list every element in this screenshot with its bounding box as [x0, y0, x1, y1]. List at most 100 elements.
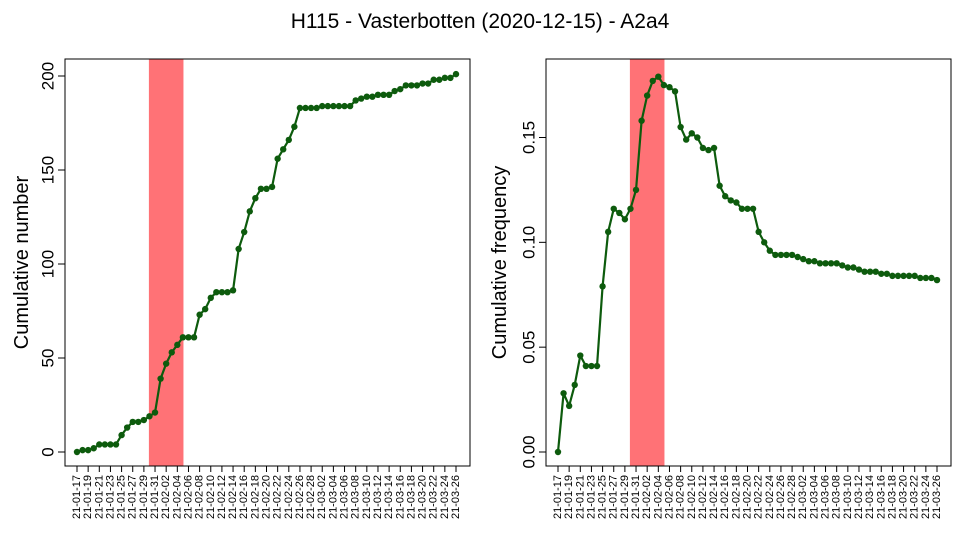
- data-point: [917, 274, 924, 282]
- x-tick-label: 21-01-25: [116, 475, 128, 519]
- data-point: [716, 182, 723, 189]
- data-point: [246, 208, 253, 215]
- data-point: [878, 270, 885, 277]
- data-point: [268, 183, 276, 191]
- data-point: [855, 266, 863, 273]
- data-point: [146, 413, 153, 420]
- x-tick-label: 21-02-28: [305, 475, 317, 519]
- data-point: [866, 268, 874, 275]
- data-point: [241, 228, 248, 236]
- data-point: [307, 104, 315, 112]
- x-tick-label: 21-02-10: [205, 475, 217, 519]
- x-tick-label: 21-02-14: [708, 475, 720, 519]
- x-tick-label: 21-03-18: [886, 475, 898, 519]
- data-point: [201, 305, 209, 313]
- x-tick-label: 21-02-24: [283, 475, 295, 519]
- data-point: [777, 251, 785, 259]
- data-point: [671, 88, 679, 95]
- data-point: [761, 239, 768, 246]
- x-tick-label: 21-02-02: [160, 475, 172, 519]
- data-point: [274, 155, 281, 162]
- data-point: [397, 85, 404, 93]
- x-tick-label: 21-01-17: [71, 475, 83, 519]
- data-point: [610, 205, 617, 212]
- data-point: [380, 91, 387, 99]
- data-point: [419, 80, 426, 87]
- x-tick-label: 21-03-08: [350, 475, 362, 519]
- data-point: [135, 418, 142, 426]
- data-point: [73, 448, 81, 456]
- data-point: [627, 205, 634, 212]
- data-point: [229, 287, 237, 294]
- x-tick-label: 21-02-04: [652, 475, 664, 519]
- data-point: [766, 247, 773, 254]
- x-tick-label: 21-02-02: [641, 475, 653, 519]
- x-tick-label: 21-01-23: [104, 475, 116, 519]
- data-point: [922, 274, 930, 282]
- y-tick-label: 0.15: [520, 121, 539, 154]
- data-point: [452, 70, 460, 78]
- data-point: [369, 93, 376, 100]
- data-point: [660, 81, 668, 89]
- data-point: [190, 334, 198, 341]
- data-point: [341, 102, 348, 110]
- data-point: [788, 251, 796, 259]
- x-tick-label: 21-02-26: [294, 475, 306, 519]
- data-point: [112, 441, 120, 448]
- data-point: [772, 251, 779, 259]
- x-tick-label: 21-03-20: [417, 475, 429, 519]
- x-tick-label: 21-03-10: [361, 475, 373, 519]
- data-point: [185, 334, 192, 341]
- data-point: [677, 123, 684, 131]
- x-tick-label: 21-02-06: [663, 475, 675, 519]
- data-point: [441, 74, 449, 82]
- x-tick-label: 21-02-10: [686, 475, 698, 519]
- data-point: [224, 289, 231, 296]
- x-tick-label: 21-03-02: [797, 475, 809, 519]
- data-point: [291, 123, 298, 130]
- y-tick-label: 0.10: [520, 226, 539, 259]
- data-point: [744, 205, 751, 212]
- x-tick-label: 21-02-28: [786, 475, 798, 519]
- x-tick-label: 21-03-06: [820, 475, 832, 519]
- y-axis-label: Cumulative number: [11, 175, 33, 349]
- data-point: [655, 73, 662, 80]
- data-point: [616, 209, 623, 217]
- data-point: [280, 146, 287, 153]
- data-point: [157, 375, 164, 382]
- data-point: [688, 130, 695, 137]
- data-point: [174, 341, 181, 349]
- data-point: [710, 144, 718, 152]
- data-point: [424, 80, 432, 87]
- x-tick-label: 21-02-16: [719, 475, 731, 519]
- y-tick-label: 150: [39, 156, 58, 184]
- y-tick-label: 0: [39, 447, 58, 456]
- x-tick-label: 21-02-16: [238, 475, 250, 519]
- data-point: [84, 446, 92, 454]
- data-point: [319, 102, 326, 110]
- x-tick-label: 21-02-12: [697, 475, 709, 519]
- data-point: [694, 134, 701, 141]
- x-tick-label: 21-02-12: [216, 475, 228, 519]
- data-point: [330, 102, 337, 110]
- data-point: [213, 289, 220, 296]
- data-point: [179, 334, 187, 341]
- data-point: [699, 144, 707, 152]
- x-tick-label: 21-01-27: [127, 475, 139, 519]
- data-point: [850, 264, 857, 271]
- data-point: [738, 205, 746, 212]
- x-tick-label: 21-02-14: [227, 475, 239, 519]
- data-point: [911, 272, 918, 280]
- data-point: [123, 424, 131, 431]
- y-tick-label: 0.00: [520, 435, 539, 468]
- x-tick-label: 21-02-26: [775, 475, 787, 519]
- x-tick-label: 21-02-08: [675, 475, 687, 519]
- data-point: [352, 97, 359, 104]
- chart-panel-cumulative-frequency: 0.00 0.05 0.10 0.15 21-01-17 21-01-19 21-01-21…: [489, 58, 952, 519]
- x-tick-label: 21-01-31: [630, 475, 642, 519]
- x-tick-label: 21-03-02: [316, 475, 328, 519]
- data-point: [565, 402, 573, 410]
- data-point: [682, 136, 690, 143]
- data-point: [218, 289, 226, 296]
